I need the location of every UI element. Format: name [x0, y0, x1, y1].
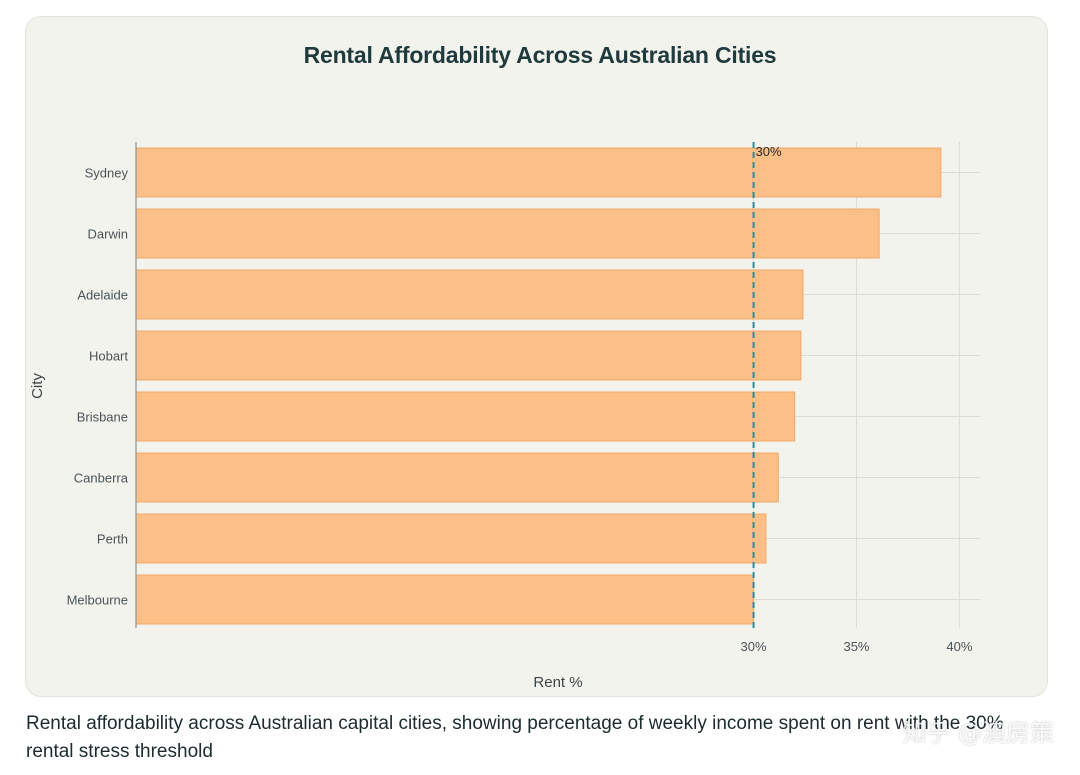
y-tick-label: Hobart — [89, 349, 128, 364]
bar-perth — [135, 513, 767, 564]
bar-chart: 30% 35% 40% Sydney Darwin Adelaide Hobart Brisb… — [29, 142, 980, 691]
tick-labels: 30% 35% 40% Sydney Darwin Adelaide Hobart Brisb… — [67, 166, 973, 655]
x-axis-title: Rent % — [533, 674, 582, 691]
y-axis-title: City — [29, 373, 46, 399]
bar-canberra — [135, 452, 779, 503]
y-tick-label: Darwin — [88, 227, 128, 242]
chart-title: Rental Affordability Across Australian C… — [303, 42, 777, 68]
bar-melbourne — [135, 574, 755, 625]
watermark: 知乎 @澳房策 — [902, 719, 1054, 747]
y-tick-label: Brisbane — [77, 410, 128, 425]
bar-hobart — [135, 330, 802, 381]
bar-brisbane — [135, 391, 796, 442]
y-tick-label: Adelaide — [77, 288, 128, 303]
x-tick-label: 30% — [741, 639, 767, 654]
x-tick-label: 40% — [946, 639, 972, 654]
y-tick-label: Sydney — [85, 166, 129, 181]
bars — [135, 147, 942, 625]
bar-sydney — [135, 147, 942, 198]
y-tick-label: Melbourne — [67, 593, 128, 608]
figure-caption: Rental affordability across Australian c… — [26, 713, 1004, 762]
threshold: 30% — [752, 142, 782, 628]
y-tick-label: Canberra — [74, 471, 129, 486]
bar-adelaide — [135, 269, 804, 320]
threshold-label: 30% — [756, 144, 782, 159]
bar-darwin — [135, 208, 880, 259]
x-tick-label: 35% — [843, 639, 869, 654]
y-tick-label: Perth — [97, 532, 128, 547]
